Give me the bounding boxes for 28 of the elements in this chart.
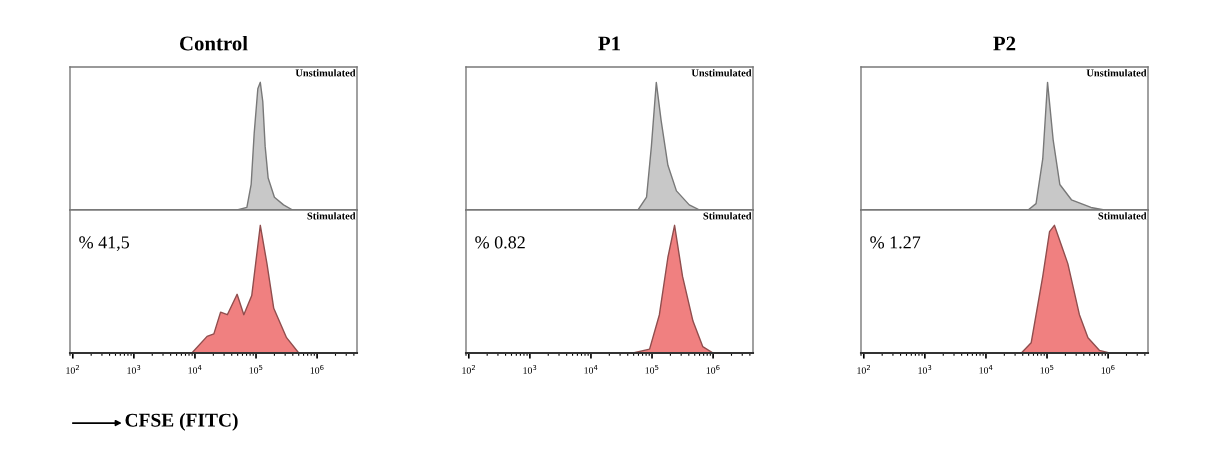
x-tick-label: 10$^{5}$ [249, 364, 263, 374]
text: Unstimulated [691, 69, 752, 77]
x-axis-title: CFSE (FITC) [125, 413, 238, 431]
x-tick-label: 10$^{2}$ [66, 364, 80, 374]
x-tick-label: 10$^{3}$ [918, 364, 932, 374]
chart-title: P1 [598, 36, 620, 51]
text: Stimulated [1098, 212, 1147, 220]
x-tick-label: 10$^{6}$ [310, 364, 324, 374]
x-tick-label: 10$^{4}$ [979, 364, 993, 374]
chart-title: Control [179, 35, 248, 51]
text: Unstimulated [295, 69, 356, 77]
text: Stimulated [703, 212, 752, 220]
x-tick-label: 10$^{6}$ [1101, 364, 1115, 374]
annotation: % 0.82 [475, 236, 525, 249]
annotation: % 41,5 [79, 236, 130, 252]
text: Unstimulated [1086, 69, 1147, 77]
x-tick-label: 10$^{2}$ [462, 364, 476, 374]
chart-title: P2 [993, 36, 1016, 51]
x-tick-label: 10$^{5}$ [1040, 364, 1054, 374]
text: Stimulated [307, 212, 356, 220]
x-tick-label: 10$^{5}$ [645, 364, 659, 374]
x-tick-label: 10$^{3}$ [523, 364, 537, 374]
x-tick-label: 10$^{4}$ [188, 364, 202, 374]
x-tick-label: 10$^{6}$ [706, 364, 720, 374]
x-tick-label: 10$^{4}$ [584, 364, 598, 374]
x-tick-label: 10$^{2}$ [857, 364, 871, 374]
annotation: % 1.27 [870, 236, 921, 249]
x-tick-label: 10$^{3}$ [127, 364, 141, 374]
